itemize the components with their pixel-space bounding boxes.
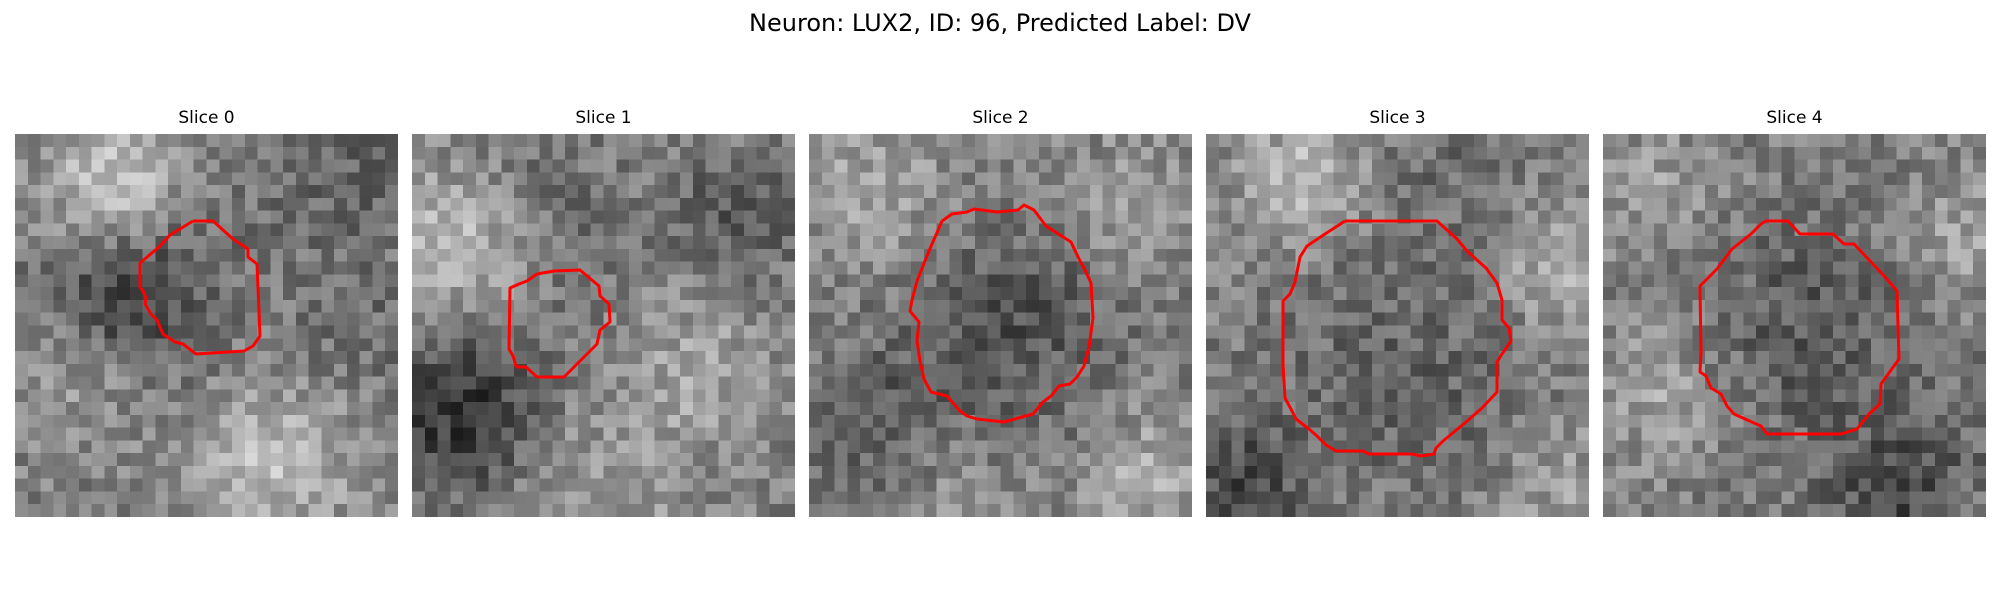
slice-image-4 [1603,134,1986,517]
slice-image-1 [412,134,795,517]
slice-texture-0 [15,134,398,517]
slice-texture-4 [1603,134,1986,517]
roi-contour-0 [138,219,262,356]
slice-image-0 [15,134,398,517]
roi-contour-4 [1698,219,1901,436]
slice-title-2: Slice 2 [972,108,1029,128]
slice-title-0: Slice 0 [178,108,235,128]
slice-texture-2 [809,134,1192,517]
roi-contour-1 [507,268,612,379]
slice-panel-0: Slice 0 [15,108,398,517]
roi-contour-3 [1281,219,1513,458]
slice-title-1: Slice 1 [575,108,632,128]
slice-panel-2: Slice 2 [809,108,1192,517]
roi-contour-2 [908,203,1095,424]
slice-panel-3: Slice 3 [1206,108,1589,517]
slice-image-2 [809,134,1192,517]
slice-image-3 [1206,134,1589,517]
slice-panel-1: Slice 1 [412,108,795,517]
slice-title-3: Slice 3 [1369,108,1426,128]
slice-title-4: Slice 4 [1766,108,1823,128]
figure-title: Neuron: LUX2, ID: 96, Predicted Label: D… [749,9,1251,37]
slice-panel-4: Slice 4 [1603,108,1986,517]
